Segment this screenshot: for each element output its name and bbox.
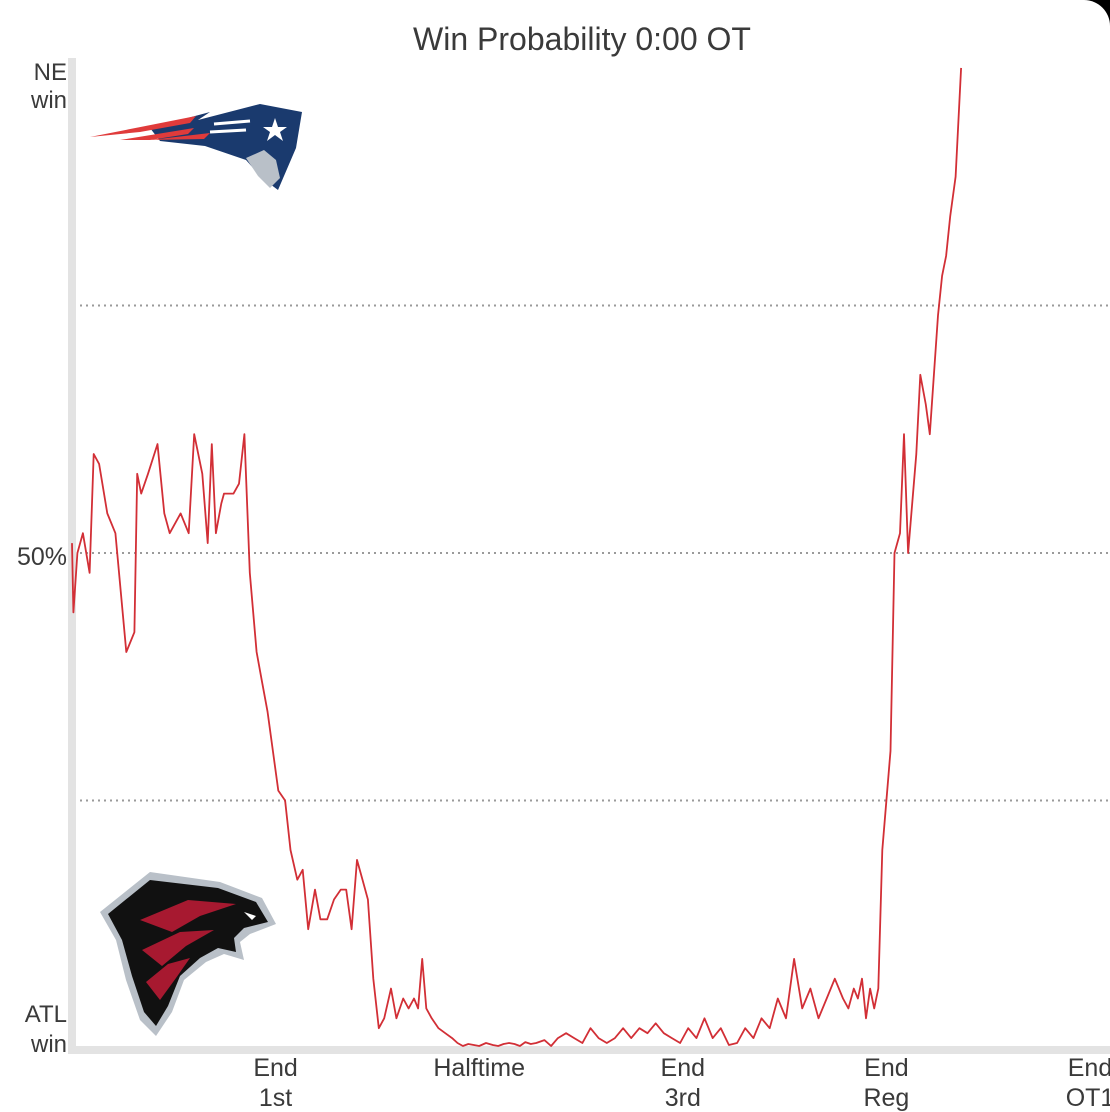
x-tick-label: OT1 bbox=[1066, 1084, 1110, 1112]
falcons-logo bbox=[100, 872, 276, 1036]
win-probability-line bbox=[71, 67, 962, 1047]
y-label-bottom-team: ATL bbox=[25, 1001, 67, 1028]
x-axis bbox=[68, 1046, 1110, 1054]
y-label-top-team: NE bbox=[34, 59, 67, 86]
x-tick-label: End bbox=[253, 1054, 297, 1082]
chart-title: Win Probability 0:00 OT bbox=[413, 21, 751, 57]
x-tick-label: End bbox=[864, 1054, 908, 1082]
x-tick-label: End bbox=[1068, 1054, 1110, 1082]
x-tick-label: 3rd bbox=[665, 1084, 701, 1112]
patriots-logo bbox=[90, 104, 302, 190]
x-tick-label: Halftime bbox=[433, 1054, 525, 1082]
y-label-50pct: 50% bbox=[17, 543, 67, 571]
x-tick-label: Reg bbox=[863, 1084, 909, 1112]
x-tick-label: End bbox=[661, 1054, 705, 1082]
grid-lines bbox=[80, 304, 1110, 802]
y-label-bottom-win: win bbox=[30, 1031, 67, 1058]
y-label-top-win: win bbox=[30, 87, 67, 114]
x-tick-label: 1st bbox=[259, 1084, 292, 1112]
